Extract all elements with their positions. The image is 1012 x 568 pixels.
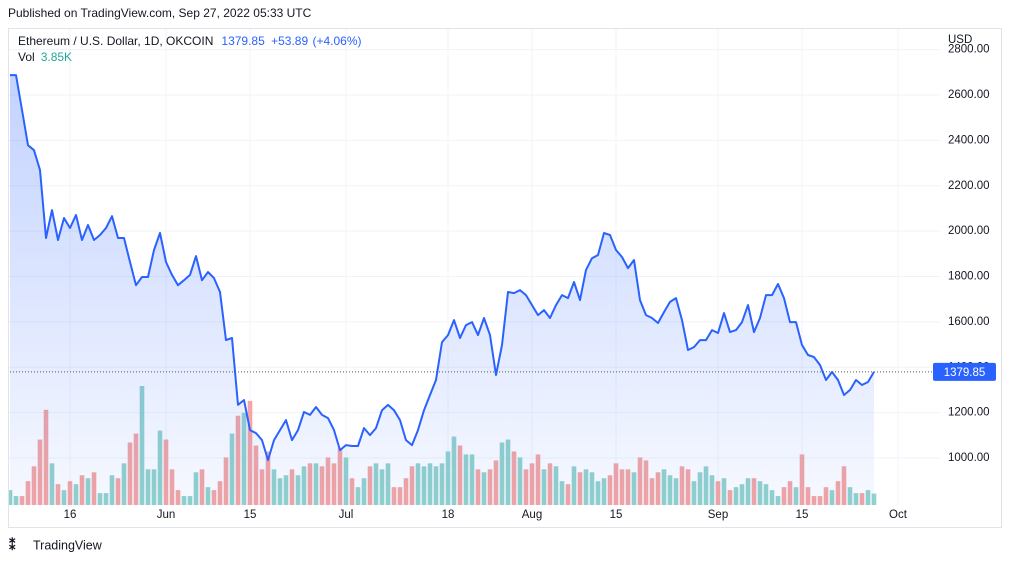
y-tick-label: 1000.00	[948, 452, 990, 464]
change-pct: (+4.06%)	[312, 34, 361, 48]
logo-mark: ⁑	[9, 537, 16, 552]
y-tick-label: 1800.00	[948, 271, 990, 283]
price-area	[10, 75, 874, 505]
x-tick-label: 15	[610, 509, 623, 521]
x-tick-label: Oct	[889, 509, 908, 521]
y-tick-label: 2600.00	[948, 89, 990, 101]
y-tick-label: 2400.00	[948, 134, 990, 146]
x-tick-label: Aug	[522, 509, 542, 521]
y-tick-label: 2800.00	[948, 44, 990, 56]
y-tick-label: 1200.00	[948, 407, 990, 419]
price-tag	[933, 362, 996, 381]
change: +53.89	[271, 34, 308, 48]
y-tick-label: 1600.00	[948, 316, 990, 328]
x-tick-label: 15	[244, 509, 257, 521]
x-tick-label: Jun	[157, 509, 176, 521]
x-tick-label: Sep	[708, 509, 728, 521]
y-tick-label: 2200.00	[948, 180, 990, 192]
published-note: Published on TradingView.com, Sep 27, 20…	[8, 6, 312, 20]
brand: TradingView	[33, 538, 103, 552]
price-line	[10, 74, 875, 462]
last-volume: 3.85K	[41, 50, 72, 64]
x-tick-label: 18	[442, 509, 455, 521]
chart-frame	[8, 28, 1002, 528]
x-tick-label: Jul	[339, 509, 354, 521]
legend: Ethereum / U.S. Dollar, 1D, OKCOIN 1379.…	[18, 34, 362, 64]
volume-title: Vol	[18, 50, 35, 64]
symbol: Ethereum / U.S. Dollar, 1D, OKCOIN	[18, 34, 213, 48]
brand-logo: ⁑ TradingView	[9, 537, 103, 552]
plot	[9, 74, 940, 505]
x-tick-label: 16	[64, 509, 77, 521]
currency: USD	[948, 34, 972, 46]
y-tick-label: 2000.00	[948, 225, 990, 237]
price-tag-label: 1379.85	[944, 367, 986, 379]
last-price: 1379.85	[221, 34, 265, 48]
axes: 1000.001200.001400.001600.001800.002000.…	[64, 44, 990, 521]
x-tick-label: 15	[796, 509, 809, 521]
